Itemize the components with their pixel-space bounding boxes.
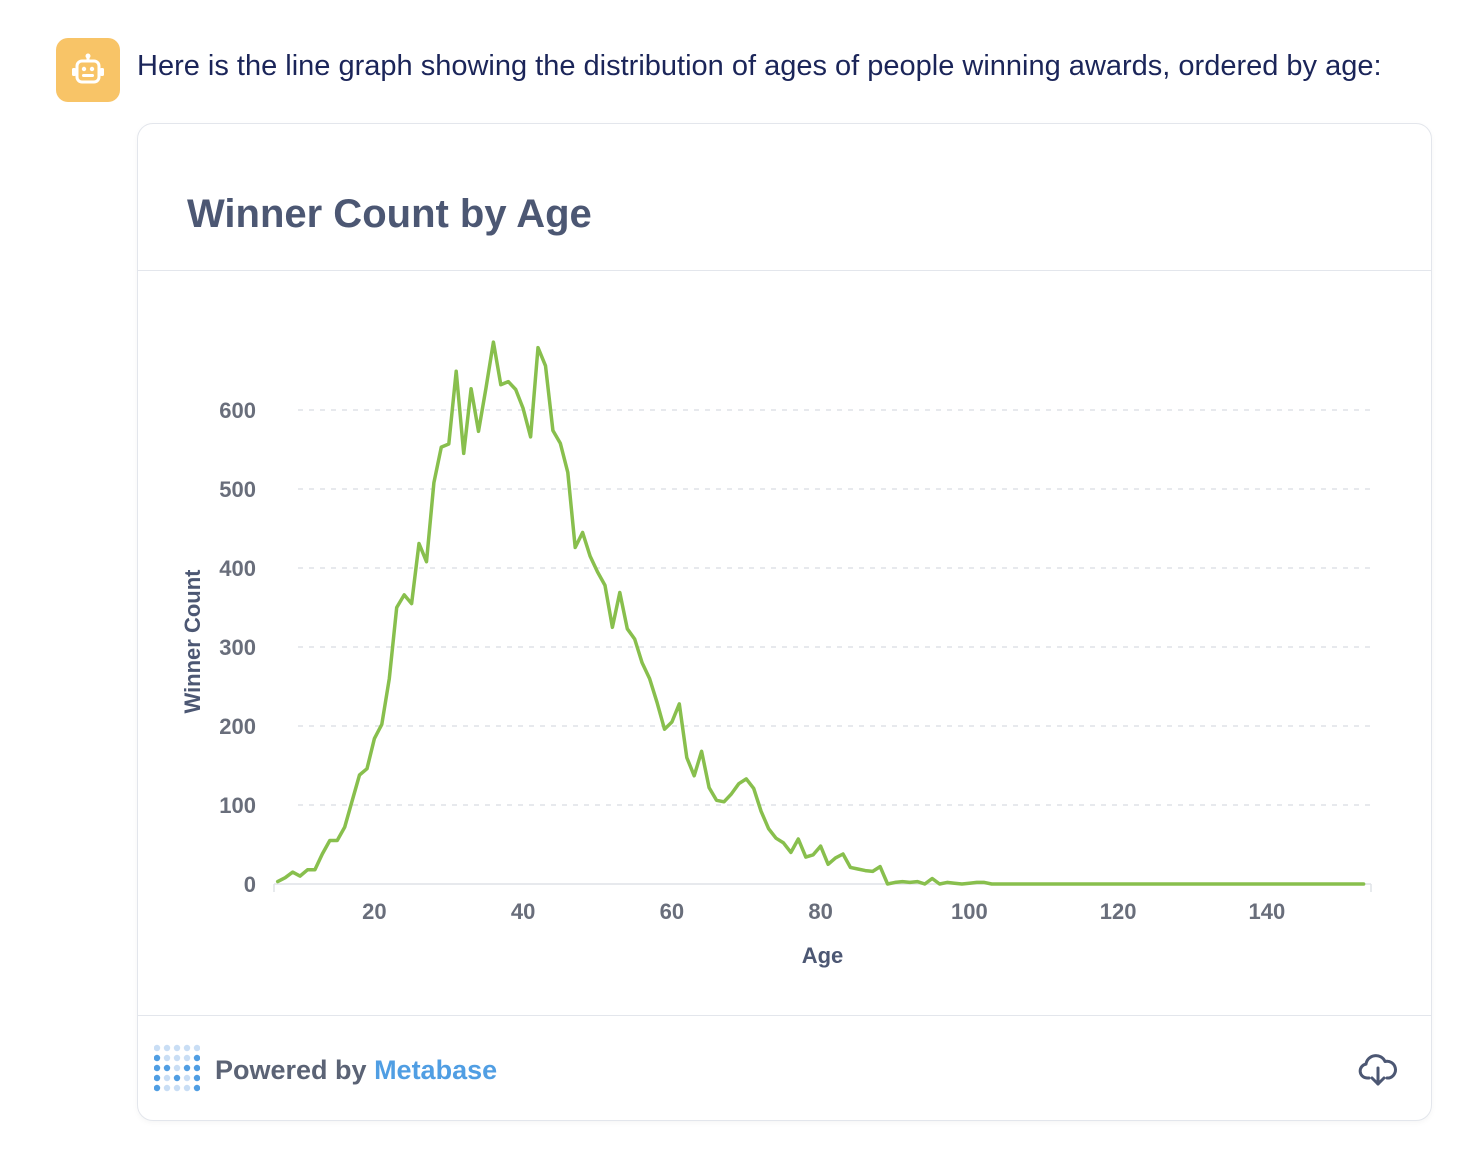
- y-tick-label: 100: [219, 793, 256, 818]
- powered-by-prefix: Powered by: [215, 1055, 367, 1085]
- logo-dot: [163, 1054, 171, 1062]
- logo-dot: [163, 1074, 171, 1082]
- y-tick-label: 500: [219, 477, 256, 502]
- logo-dot: [183, 1084, 191, 1092]
- logo-dot: [163, 1044, 171, 1052]
- x-tick-label: 120: [1100, 899, 1137, 924]
- logo-dot: [154, 1044, 161, 1052]
- series: [275, 340, 1366, 886]
- metabase-logo-icon: [154, 1044, 200, 1092]
- assistant-avatar: [56, 38, 120, 102]
- axis-labels: 0 100 200 300 400 500 600 20 40 60 80 100 120 140 Age W…: [180, 398, 1285, 968]
- powered-by[interactable]: Powered by Metabase: [215, 1051, 497, 1089]
- metabase-link[interactable]: Metabase: [374, 1055, 498, 1085]
- line-chart: 0 100 200 300 400 500 600 20 40 60 80 100 120 140 Age W…: [180, 340, 1372, 968]
- logo-dot: [183, 1074, 191, 1082]
- logo-dot: [193, 1074, 200, 1082]
- title-divider: [138, 270, 1431, 271]
- chart-title: Winner Count by Age: [187, 192, 592, 236]
- logo-dot: [173, 1064, 181, 1072]
- logo-dot: [163, 1084, 171, 1092]
- logo-dot: [193, 1054, 200, 1062]
- logo-dot: [154, 1074, 161, 1082]
- cloud-download-icon: [1358, 1054, 1397, 1086]
- y-tick-label: 0: [244, 872, 256, 897]
- logo-dot: [163, 1064, 171, 1072]
- logo-dot: [183, 1054, 191, 1062]
- footer-divider: [138, 1015, 1431, 1016]
- x-tick-label: 140: [1249, 899, 1286, 924]
- y-tick-label: 600: [219, 398, 256, 423]
- y-axis-title: Winner Count: [180, 569, 205, 714]
- logo-dot: [183, 1064, 191, 1072]
- x-axis-title: Age: [802, 943, 844, 968]
- logo-dot: [154, 1084, 161, 1092]
- y-tick-label: 200: [219, 714, 256, 739]
- x-tick-label: 40: [511, 899, 535, 924]
- logo-dot: [193, 1044, 200, 1052]
- logo-dot: [173, 1044, 181, 1052]
- logo-dot: [154, 1054, 161, 1062]
- logo-dot: [183, 1044, 191, 1052]
- logo-dot: [154, 1064, 161, 1072]
- logo-dot: [193, 1064, 200, 1072]
- y-tick-label: 400: [219, 556, 256, 581]
- series-line: [275, 340, 1366, 886]
- download-button[interactable]: [1356, 1050, 1400, 1090]
- y-tick-label: 300: [219, 635, 256, 660]
- x-tick-label: 20: [362, 899, 386, 924]
- robot-icon: [72, 53, 104, 84]
- x-tick-label: 80: [808, 899, 832, 924]
- logo-dot: [173, 1084, 181, 1092]
- x-tick-label: 60: [660, 899, 684, 924]
- logo-dot: [173, 1054, 181, 1062]
- x-tick-label: 100: [951, 899, 988, 924]
- grid-lines: [298, 409, 1371, 806]
- logo-dot: [173, 1074, 181, 1082]
- assistant-message: Here is the line graph showing the distr…: [137, 50, 1382, 82]
- chart-card: Winner Count by Age 0 100 200 300 400 500 600 2…: [137, 123, 1432, 1121]
- logo-dot: [193, 1084, 200, 1092]
